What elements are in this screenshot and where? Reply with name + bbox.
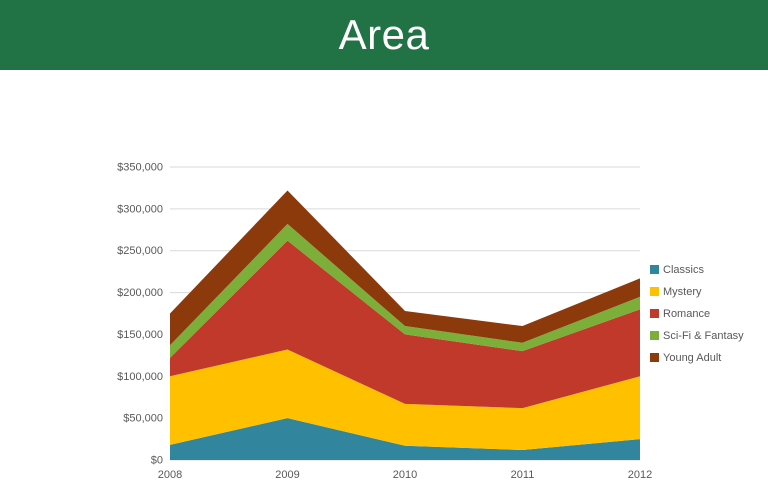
area-chart: $0 $50,000 $100,000 $150,000 $200,000 $250,00… [0, 70, 768, 482]
x-tick-label: 2008 [158, 469, 182, 481]
area-series-mystery [170, 349, 640, 450]
area-series-romance [170, 240, 640, 409]
y-tick-label: $50,000 [123, 413, 163, 425]
y-tick-label: $200,000 [117, 287, 163, 299]
legend-label: Romance [663, 308, 710, 320]
x-tick-label: 2010 [393, 469, 417, 481]
x-tick-label: 2011 [511, 469, 535, 481]
y-tick-label: $350,000 [117, 162, 163, 174]
x-tick-label: 2012 [628, 469, 652, 481]
legend-label: Sci-Fi & Fantasy [663, 330, 744, 342]
area-series-young-adult [170, 190, 640, 346]
area-series-sci-fi-fantasy [170, 223, 640, 358]
y-tick-label: $150,000 [117, 329, 163, 341]
y-tick-label: $300,000 [117, 203, 163, 215]
legend-swatch [650, 265, 659, 274]
y-tick-label: $0 [151, 455, 163, 467]
slide-title: Area [338, 11, 430, 58]
chart-canvas: $0 $50,000 $100,000 $150,000 $200,000 $250,00… [117, 162, 744, 482]
y-tick-label: $100,000 [117, 371, 163, 383]
legend-label: Mystery [663, 286, 702, 298]
slide: Area $0 $50,000 $100,000 $150,000 $200,000 $2… [0, 0, 768, 482]
y-tick-label: $250,000 [117, 245, 163, 257]
legend-label: Young Adult [663, 352, 721, 364]
slide-header: Area [0, 0, 768, 70]
x-tick-label: 2009 [275, 469, 299, 481]
legend-swatch [650, 353, 659, 362]
legend-swatch [650, 331, 659, 340]
legend-label: Classics [663, 264, 704, 276]
legend-swatch [650, 309, 659, 318]
legend-swatch [650, 287, 659, 296]
